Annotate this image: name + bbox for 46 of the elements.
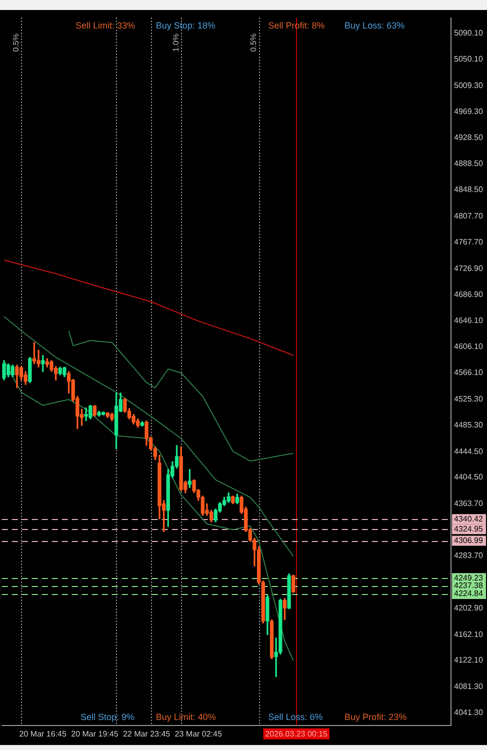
y-tick-label: 5009.30 — [454, 80, 484, 90]
annotation: Buy Limit: 40% — [156, 712, 216, 722]
y-tick-label: 4485.30 — [454, 420, 484, 430]
y-tick-label: 4162.10 — [454, 630, 484, 639]
y-tick-label: 4726.90 — [454, 264, 484, 273]
y-tick-label: 4525.30 — [454, 394, 484, 404]
x-tick-label: 20 Mar 19:45 — [71, 729, 119, 738]
x-tick-label: 20 Mar 16:45 — [19, 729, 67, 738]
annotation: Sell Limit: 33% — [76, 20, 136, 30]
y-tick-label: 5090.10 — [454, 28, 484, 38]
y-tick-label: 4969.30 — [454, 106, 484, 116]
ref-line-label: 4306.99 — [454, 536, 484, 545]
ref-line-label: 4340.42 — [454, 514, 484, 524]
annotation: 0.5% — [249, 34, 258, 52]
annotation: 1.0% — [171, 34, 180, 52]
ref-line-label: 4224.84 — [454, 589, 484, 598]
y-tick-label: 4202.90 — [454, 603, 484, 612]
annotation: Buy Loss: 63% — [344, 20, 405, 30]
x-tick-label: 22 Mar 23:45 — [122, 729, 171, 738]
y-tick-label: 4807.70 — [454, 211, 484, 220]
y-tick-label: 4444.50 — [454, 446, 484, 456]
y-tick-label: 4283.70 — [454, 551, 484, 560]
y-tick-label: 4848.50 — [454, 185, 484, 194]
y-tick-label: 4081.30 — [454, 682, 484, 692]
y-tick-label: 4404.50 — [454, 472, 484, 482]
y-tick-label: 4646.10 — [454, 316, 484, 326]
y-tick-label: 4606.10 — [454, 342, 484, 352]
y-tick-label: 4767.70 — [454, 237, 484, 246]
annotation: Buy Stop: 18% — [156, 20, 216, 30]
y-tick-label: 4122.10 — [454, 656, 484, 665]
y-tick-label: 5050.10 — [454, 54, 484, 64]
y-tick-label: 4686.90 — [454, 290, 484, 299]
x-tick-label: 23 Mar 02:45 — [174, 729, 222, 738]
ref-line-label: 4324.95 — [454, 524, 484, 534]
y-tick-label: 4363.70 — [454, 499, 484, 508]
text: 2026.03.23 00:15 — [265, 730, 328, 739]
ref-line-label: 4249.23 — [454, 573, 484, 582]
candlestick — [84, 408, 88, 422]
ref-line-label: 4237.38 — [454, 581, 484, 590]
annotation: 0.5% — [11, 34, 20, 52]
y-tick-label: 4888.50 — [454, 159, 484, 168]
y-tick-label: 4566.10 — [454, 368, 484, 378]
y-tick-label: 4928.50 — [454, 133, 484, 142]
y-tick-label: 4041.30 — [454, 708, 484, 718]
annotation: Buy Profit: 23% — [344, 712, 407, 722]
annotation: Sell Stop: 9% — [80, 712, 134, 722]
